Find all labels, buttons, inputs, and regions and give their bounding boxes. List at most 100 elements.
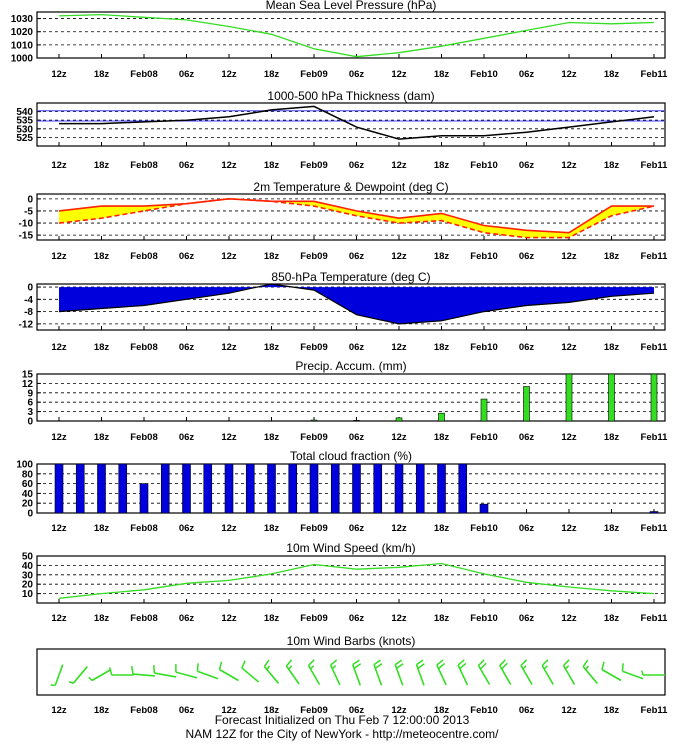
x-tick-label: 06z [179,251,195,262]
series-line [59,15,654,57]
barb-feather [416,660,423,665]
barb-feather [460,663,466,668]
x-tick-label: 18z [94,705,110,716]
x-tick-label: 12z [51,613,67,624]
wind-barb [564,660,575,685]
x-tick-label: 12z [51,705,67,716]
x-tick-label: 18z [94,342,110,353]
x-tick-label: 12z [561,705,577,716]
x-tick-label: 18z [604,523,620,534]
barb-staff [242,668,259,682]
y-tick-label: -5 [24,206,33,217]
x-tick-label: 18z [94,523,110,534]
x-tick-label: 06z [179,613,195,624]
y-tick-label: 0 [27,417,33,428]
x-tick-label: 06z [179,705,195,716]
x-tick-label: Feb08 [130,432,157,443]
x-tick-label: 12z [51,69,67,80]
panel-title: 10m Wind Barbs (knots) [287,634,416,648]
barb-feather [479,660,485,666]
barb-feather [353,660,360,665]
barb-feather [310,666,313,669]
x-tick-label: 06z [179,432,195,443]
y-tick-label: 20 [22,499,34,510]
x-tick-label: Feb10 [470,160,497,171]
x-tick-label: 12z [391,613,407,624]
barb-feather [480,663,486,669]
plot-frame [37,464,665,513]
y-tick-label: 1020 [11,27,34,38]
wind-barb [197,663,218,678]
y-tick-label: 1010 [11,40,34,51]
wind-barb [583,660,597,683]
wind-barb [542,660,553,685]
x-tick-label: 18z [434,523,450,534]
panel-title: Total cloud fraction (%) [290,449,412,463]
wind-barb [353,660,361,685]
barb-feather [502,663,508,669]
bar [310,464,318,513]
y-tick-label: 1030 [11,14,34,25]
panel-title: 1000-500 hPa Thickness (dam) [267,89,434,103]
wind-barb [69,667,87,684]
bar [481,399,487,421]
plot-frame [37,649,665,695]
barb-feather [375,664,382,669]
bar [354,420,360,421]
x-tick-label: 06z [349,613,365,624]
bar [480,504,488,513]
wind-barb [479,660,490,685]
wind-barb [602,662,621,681]
x-tick-label: 12z [221,432,237,443]
panel-title: 10m Wind Speed (km/h) [286,541,415,555]
y-tick-label: 30 [22,570,34,581]
barb-feather [437,660,443,665]
x-tick-label: 18z [604,342,620,353]
x-tick-label: Feb09 [300,342,327,353]
bar [183,464,191,513]
x-tick-label: 12z [51,160,67,171]
bar [396,418,402,421]
bar [374,464,382,513]
barb-staff [622,671,643,679]
x-tick-label: 12z [51,251,67,262]
x-tick-label: 06z [519,69,535,80]
x-tick-label: 12z [561,432,577,443]
x-tick-label: 18z [604,613,620,624]
x-tick-label: Feb09 [300,69,327,80]
x-tick-label: 18z [264,342,280,353]
panel-title: 850-hPa Temperature (deg C) [271,270,430,284]
barb-feather [565,666,568,669]
x-tick-label: 06z [519,251,535,262]
wind-barb [437,660,446,685]
barb-feather [542,660,548,666]
x-tick-label: Feb10 [470,705,497,716]
x-tick-label: 12z [391,160,407,171]
x-tick-label: 06z [179,69,195,80]
barb-feather [439,663,445,668]
x-tick-label: 18z [604,432,620,443]
y-tick-label: 80 [22,469,34,480]
barb-feather [219,662,221,670]
barb-feather [564,660,570,666]
x-tick-label: Feb11 [641,342,669,353]
barb-staff [154,673,176,677]
barb-staff [92,670,111,681]
bar [119,464,127,513]
x-tick-label: Feb08 [130,69,157,80]
wind-barb [416,660,424,685]
y-tick-label: 0 [27,509,33,520]
bar [311,420,317,421]
bar [416,464,424,513]
t850-area [59,284,654,324]
bar [524,387,530,421]
barb-feather [622,663,623,671]
x-tick-label: 12z [221,251,237,262]
barb-feather [132,666,133,674]
y-tick-label: 0 [27,283,33,294]
y-tick-label: 40 [22,489,34,500]
x-tick-label: 12z [221,523,237,534]
x-tick-label: 18z [434,251,450,262]
